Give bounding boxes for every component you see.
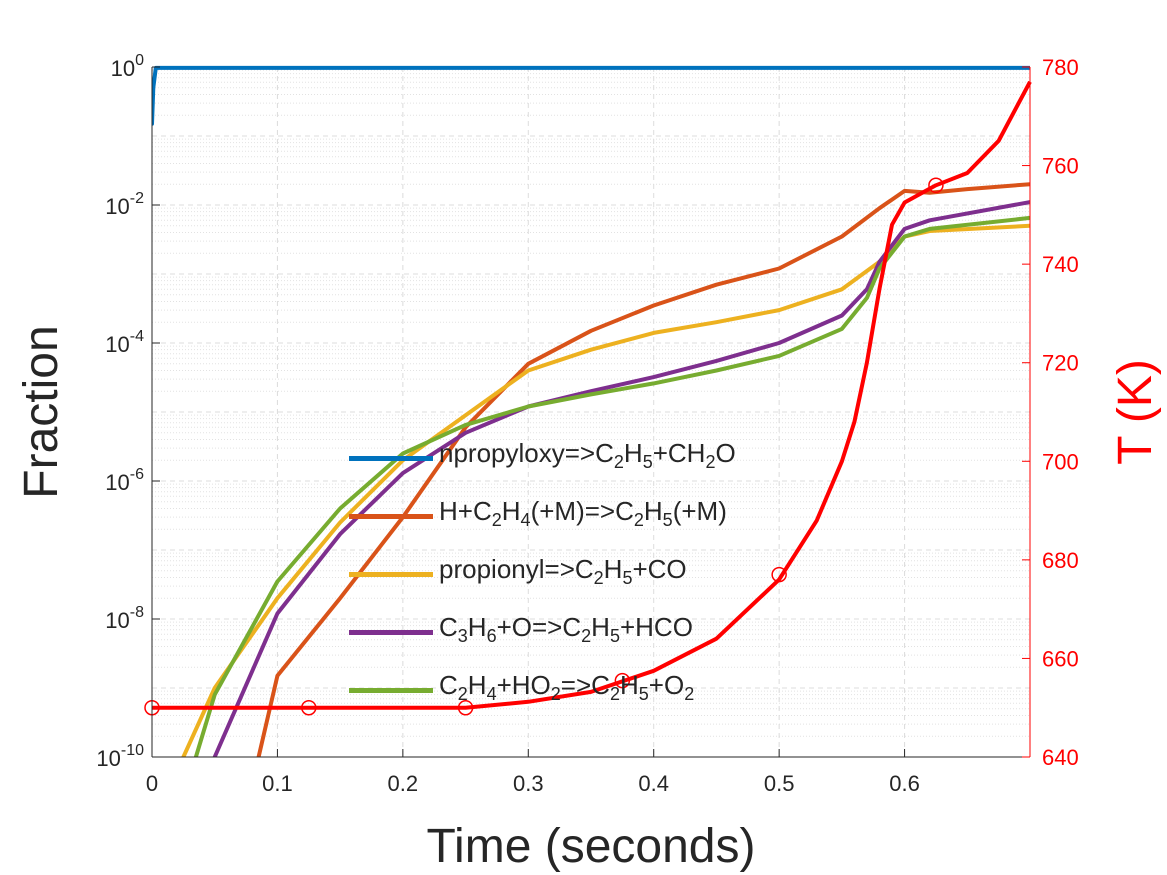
y-tick-label: 10-8 xyxy=(105,604,144,633)
y2-tick-label: 660 xyxy=(1042,646,1079,671)
legend-item-3: propionyl=>C2H5+CO xyxy=(345,546,835,604)
series-line-1 xyxy=(152,65,1030,126)
x-tick-label: 0.2 xyxy=(388,771,419,796)
temperature-marker xyxy=(928,177,944,194)
legend-label: propionyl=>C2H5+CO xyxy=(439,554,687,588)
series-lines xyxy=(152,65,1030,757)
legend-label: H+C2H4(+M)=>C2H5(+M) xyxy=(439,496,727,530)
legend-swatch xyxy=(349,630,433,635)
y2-axis-label: T (K) xyxy=(1109,359,1162,465)
y-tick-label: 100 xyxy=(111,52,144,81)
legend-label: C3H6+O=>C2H5+HCO xyxy=(439,612,693,646)
legend-item-4: C3H6+O=>C2H5+HCO xyxy=(345,604,835,662)
temperature-marker xyxy=(301,699,317,716)
y-tick-label: 10-6 xyxy=(105,466,144,495)
legend-swatch xyxy=(349,456,433,461)
series-line-2 xyxy=(256,182,1030,757)
y2-tick-label: 680 xyxy=(1042,548,1079,573)
x-tick-label: 0.3 xyxy=(513,771,544,796)
legend-swatch xyxy=(349,514,433,519)
legend-item-2: H+C2H4(+M)=>C2H5(+M) xyxy=(345,488,835,546)
legend-label: C2H4+HO2=>C2H5+O2 xyxy=(439,670,695,704)
y-tick-label: 10-10 xyxy=(96,742,144,771)
x-tick-label: 0.4 xyxy=(638,771,669,796)
temperature-marker xyxy=(457,699,474,716)
series-line-3 xyxy=(181,223,1030,757)
axes-frame xyxy=(151,67,1031,758)
temperature-line xyxy=(144,80,1032,716)
x-tick-label: 0.1 xyxy=(262,771,293,796)
temperature-marker xyxy=(614,672,631,689)
temperature-line-path xyxy=(152,80,1032,710)
temperature-marker xyxy=(771,566,787,583)
legend-item-5: C2H4+HO2=>C2H5+O2 xyxy=(345,662,835,720)
y2-tick-label: 760 xyxy=(1042,154,1079,179)
legend: npropyloxy=>C2H5+CH2O H+C2H4(+M)=>C2H5(+M… xyxy=(345,430,835,720)
y2-tick-label: 740 xyxy=(1042,252,1079,277)
legend-item-1: npropyloxy=>C2H5+CH2O xyxy=(345,430,835,488)
legend-swatch xyxy=(349,688,433,693)
series-line-4 xyxy=(212,200,1030,757)
y-tick-label: 10-2 xyxy=(105,190,144,219)
y-axis-label: Fraction xyxy=(15,325,68,498)
minor-grid xyxy=(152,69,1030,737)
y2-tick-label: 700 xyxy=(1042,449,1079,474)
legend-swatch xyxy=(349,572,433,577)
x-axis-label: Time (seconds) xyxy=(427,820,756,873)
series-line-5 xyxy=(193,215,1030,757)
x-tick-label: 0.5 xyxy=(764,771,795,796)
y2-tick-label: 720 xyxy=(1042,351,1079,376)
x-tick-label: 0 xyxy=(146,771,158,796)
x-tick-label: 0.6 xyxy=(889,771,920,796)
y2-tick-label: 640 xyxy=(1042,745,1079,770)
y-tick-label: 10-4 xyxy=(105,328,144,357)
legend-label: npropyloxy=>C2H5+CH2O xyxy=(439,438,736,472)
y2-tick-label: 780 xyxy=(1042,55,1079,80)
tick-labels: 0 0.1 0.2 0.3 0.4 0.5 0.6 100 10-2 10-4 10-6 10-8 10… xyxy=(96,52,1078,796)
